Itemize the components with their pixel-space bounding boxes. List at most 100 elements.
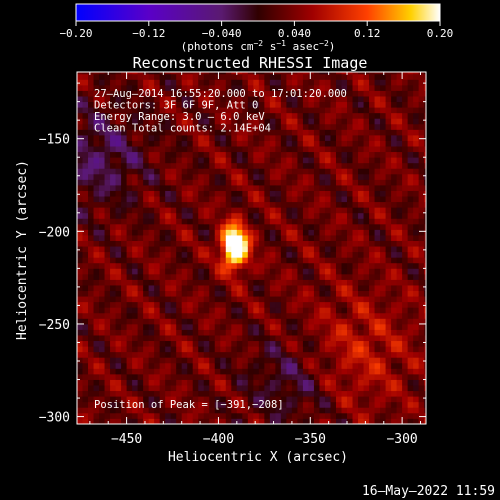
heatmap-cell	[396, 318, 403, 325]
heatmap-cell	[220, 323, 227, 330]
heatmap-cell	[115, 401, 122, 408]
heatmap-cell	[104, 379, 111, 386]
heatmap-cell	[418, 390, 425, 397]
heatmap-cell	[380, 285, 386, 292]
heatmap-cell	[82, 218, 89, 225]
heatmap-cell	[143, 346, 150, 353]
heatmap-cell	[104, 262, 111, 269]
heatmap-cell	[126, 390, 133, 397]
heatmap-cell	[154, 73, 161, 80]
heatmap-cell	[137, 118, 144, 125]
heatmap-cell	[159, 268, 166, 275]
heatmap-cell	[275, 340, 282, 347]
heatmap-cell	[209, 190, 216, 197]
heatmap-cell	[374, 151, 381, 158]
heatmap-cell	[93, 357, 100, 364]
heatmap-cell	[264, 223, 271, 230]
heatmap-cell	[143, 418, 150, 424]
heatmap-cell	[99, 196, 105, 203]
heatmap-cell	[402, 79, 409, 86]
heatmap-cell	[324, 151, 331, 158]
heatmap-cell	[99, 401, 105, 408]
heatmap-cell	[253, 351, 260, 358]
heatmap-cell	[170, 401, 177, 408]
heatmap-cell	[148, 123, 155, 130]
heatmap-cell	[88, 351, 94, 358]
heatmap-cell	[115, 273, 122, 280]
heatmap-cell	[413, 79, 420, 86]
heatmap-cell	[363, 396, 370, 403]
heatmap-cell	[159, 418, 166, 424]
heatmap-cell	[143, 129, 150, 136]
heatmap-cell	[110, 379, 116, 386]
heatmap-cell	[308, 262, 315, 269]
heatmap-cell	[137, 262, 144, 269]
heatmap-cell	[358, 240, 364, 247]
heatmap-cell	[236, 90, 243, 97]
heatmap-cell	[352, 212, 359, 219]
heatmap-cell	[192, 301, 199, 308]
heatmap-cell	[110, 235, 116, 241]
heatmap-cell	[148, 168, 155, 175]
heatmap-cell	[231, 223, 238, 230]
heatmap-cell	[225, 151, 232, 158]
heatmap-cell	[396, 379, 403, 386]
heatmap-cell	[203, 318, 210, 325]
heatmap-cell	[110, 123, 116, 130]
heatmap-cell	[413, 246, 420, 253]
heatmap-cell	[165, 351, 172, 358]
heatmap-cell	[104, 112, 111, 119]
heatmap-cell	[77, 79, 83, 86]
heatmap-cell	[203, 179, 210, 186]
heatmap-cell	[275, 84, 282, 91]
heatmap-cell	[385, 72, 392, 75]
heatmap-cell	[264, 301, 271, 308]
heatmap-cell	[297, 229, 304, 236]
heatmap-cell	[374, 390, 381, 397]
heatmap-cell	[352, 151, 359, 158]
heatmap-cell	[143, 335, 150, 342]
heatmap-cell	[280, 273, 287, 280]
colorbar-tick-label: 0.12	[354, 27, 381, 40]
heatmap-cell	[88, 201, 94, 208]
heatmap-cell	[374, 218, 381, 225]
heatmap-cell	[242, 123, 249, 130]
heatmap-cell	[335, 262, 342, 269]
heatmap-cell	[324, 207, 331, 214]
heatmap-cell	[324, 240, 331, 247]
heatmap-cell	[110, 196, 116, 203]
heatmap-cell	[358, 323, 364, 330]
heatmap-cell	[247, 107, 254, 114]
heatmap-cell	[391, 129, 398, 136]
heatmap-cell	[214, 218, 221, 225]
heatmap-cell	[418, 351, 425, 358]
heatmap-cell	[203, 257, 210, 264]
heatmap-cell	[302, 101, 309, 108]
heatmap-cell	[341, 218, 348, 225]
heatmap-cell	[203, 396, 210, 403]
heatmap-cell	[291, 351, 298, 358]
heatmap-cell	[214, 207, 221, 214]
heatmap-cell	[148, 101, 155, 108]
heatmap-cell	[203, 168, 210, 175]
heatmap-cell	[335, 79, 342, 86]
heatmap-cell	[165, 401, 172, 408]
heatmap-cell	[341, 290, 348, 297]
heatmap-cell	[407, 273, 414, 280]
heatmap-cell	[280, 112, 287, 119]
heatmap-cell	[385, 412, 392, 419]
heatmap-cell	[352, 273, 359, 280]
heatmap-cell	[391, 346, 398, 353]
heatmap-cell	[324, 162, 331, 169]
colorbar-ticks	[75, 21, 441, 26]
heatmap-cell	[363, 351, 370, 358]
heatmap-cell	[126, 229, 133, 236]
heatmap-cell	[198, 357, 205, 364]
heatmap-cell	[302, 196, 309, 203]
heatmap-cell	[253, 307, 260, 314]
heatmap-cell	[165, 107, 172, 114]
heatmap-cell	[214, 396, 221, 403]
heatmap-cell	[335, 207, 342, 214]
heatmap-cell	[396, 340, 403, 347]
heatmap-cell	[413, 318, 420, 325]
